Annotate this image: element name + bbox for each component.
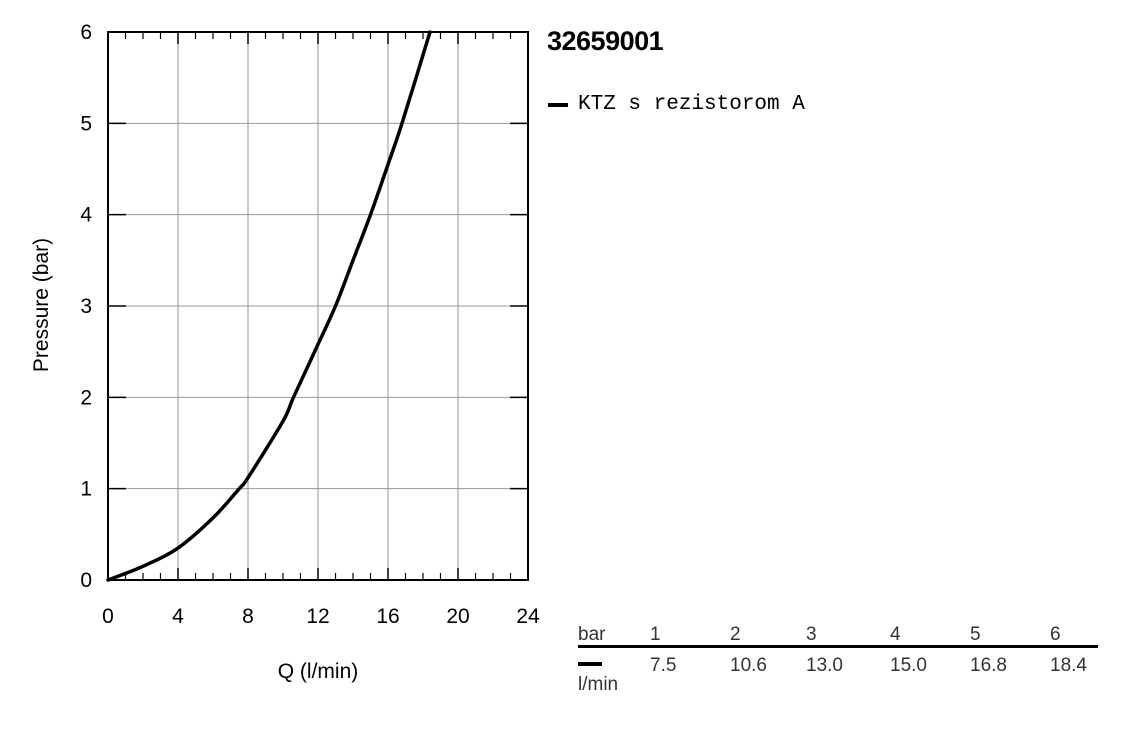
table-header-unit: bar xyxy=(578,624,606,645)
table-flow-2: 10.6 xyxy=(730,655,767,676)
legend-entry-label: KTZ s rezistorom A xyxy=(578,93,805,116)
table-row-swatch xyxy=(578,662,602,666)
table-flow-1: 7.5 xyxy=(650,655,677,676)
y-axis-title: Pressure (bar) xyxy=(30,238,53,372)
table-pressure-3: 3 xyxy=(806,624,817,645)
table-flow-6: 18.4 xyxy=(1050,655,1087,676)
x-tick-label: 12 xyxy=(306,605,329,628)
y-tick-label: 0 xyxy=(80,569,92,592)
y-tick-label: 1 xyxy=(80,478,92,501)
y-tick-label: 5 xyxy=(80,112,92,135)
plot-area-frame xyxy=(107,31,529,581)
x-axis-title: Q (l/min) xyxy=(278,660,359,683)
table-flow-5: 16.8 xyxy=(970,655,1007,676)
y-tick-label: 3 xyxy=(80,295,92,318)
series-line-ktz xyxy=(106,30,432,582)
chart-series xyxy=(106,30,432,582)
y-tick-label: 6 xyxy=(80,21,92,44)
table-pressure-1: 1 xyxy=(650,624,661,645)
table-flow-3: 13.0 xyxy=(806,655,843,676)
y-tick-label: 2 xyxy=(80,386,92,409)
x-tick-label: 24 xyxy=(516,605,540,628)
table-flow-4: 15.0 xyxy=(890,655,927,676)
table-unit-flow: l/min xyxy=(578,674,619,695)
x-tick-label: 20 xyxy=(446,605,469,628)
table-pressure-5: 5 xyxy=(970,624,981,645)
x-tick-label: 0 xyxy=(102,605,114,628)
table-pressure-6: 6 xyxy=(1050,624,1061,645)
flow-rate-table: bar 1 2 3 4 5 6 7.5 10.6 13.0 15.0 16.8 … xyxy=(578,624,1098,696)
x-tick-label: 16 xyxy=(376,605,399,628)
y-tick-label: 4 xyxy=(80,204,92,227)
table-pressure-4: 4 xyxy=(890,624,901,645)
product-code-title: 32659001 xyxy=(547,26,664,56)
x-tick-label: 4 xyxy=(172,605,184,628)
table-divider xyxy=(578,645,1098,648)
chart-legend: KTZ s rezistorom A xyxy=(548,93,805,116)
legend-swatch xyxy=(548,102,568,107)
x-tick-label: 8 xyxy=(242,605,254,628)
chart-grid xyxy=(108,32,528,580)
table-pressure-2: 2 xyxy=(730,624,741,645)
